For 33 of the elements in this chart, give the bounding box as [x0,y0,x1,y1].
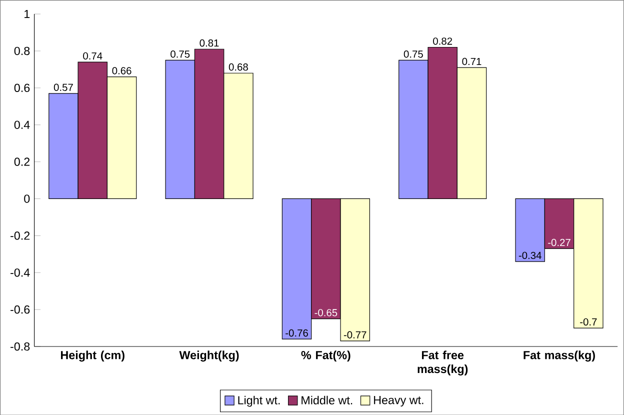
data-label: 0.74 [83,52,102,60]
x-tick-label: Fat mass(kg) [524,350,595,362]
data-label: 0.82 [433,37,452,45]
data-label: 0.81 [200,39,219,46]
data-label: 0.66 [112,66,132,74]
data-label: -0.27 [548,238,570,246]
data-label: -0.76 [286,329,308,336]
y-tick-label: 0.4 [14,120,30,129]
data-label: 0.75 [170,50,190,58]
x-tick-label: Height (cm) [61,350,124,362]
y-tick-label: -0.4 [10,268,30,277]
data-label: 0.68 [228,63,248,70]
legend-label: Heavy wt. [374,396,424,406]
legend-label: Light wt. [238,396,280,407]
data-label: -0.65 [314,308,338,316]
y-tick-label: 0 [24,194,30,203]
y-tick-label: -0.8 [10,342,30,350]
legend-label: Middle wt. [302,396,352,404]
y-tick-label: 1 [24,10,30,18]
data-label: -0.77 [344,331,366,338]
data-label: -0.7 [580,318,597,326]
x-tick-label: Fat free mass(kg) [418,350,468,376]
data-label: 0.57 [54,84,73,91]
data-label: 0.75 [404,50,423,58]
y-tick-label: -0.2 [10,231,30,240]
data-label: 0.71 [462,58,482,65]
y-tick-label: 0.2 [14,157,30,166]
y-tick-label: -0.6 [10,305,30,314]
y-tick-label: 0.8 [14,46,30,55]
y-tick-label: 0.6 [14,84,30,92]
data-label: -0.34 [518,252,542,259]
x-tick-label: % Fat(%) [301,350,350,362]
x-tick-label: Weight(kg) [179,350,239,362]
